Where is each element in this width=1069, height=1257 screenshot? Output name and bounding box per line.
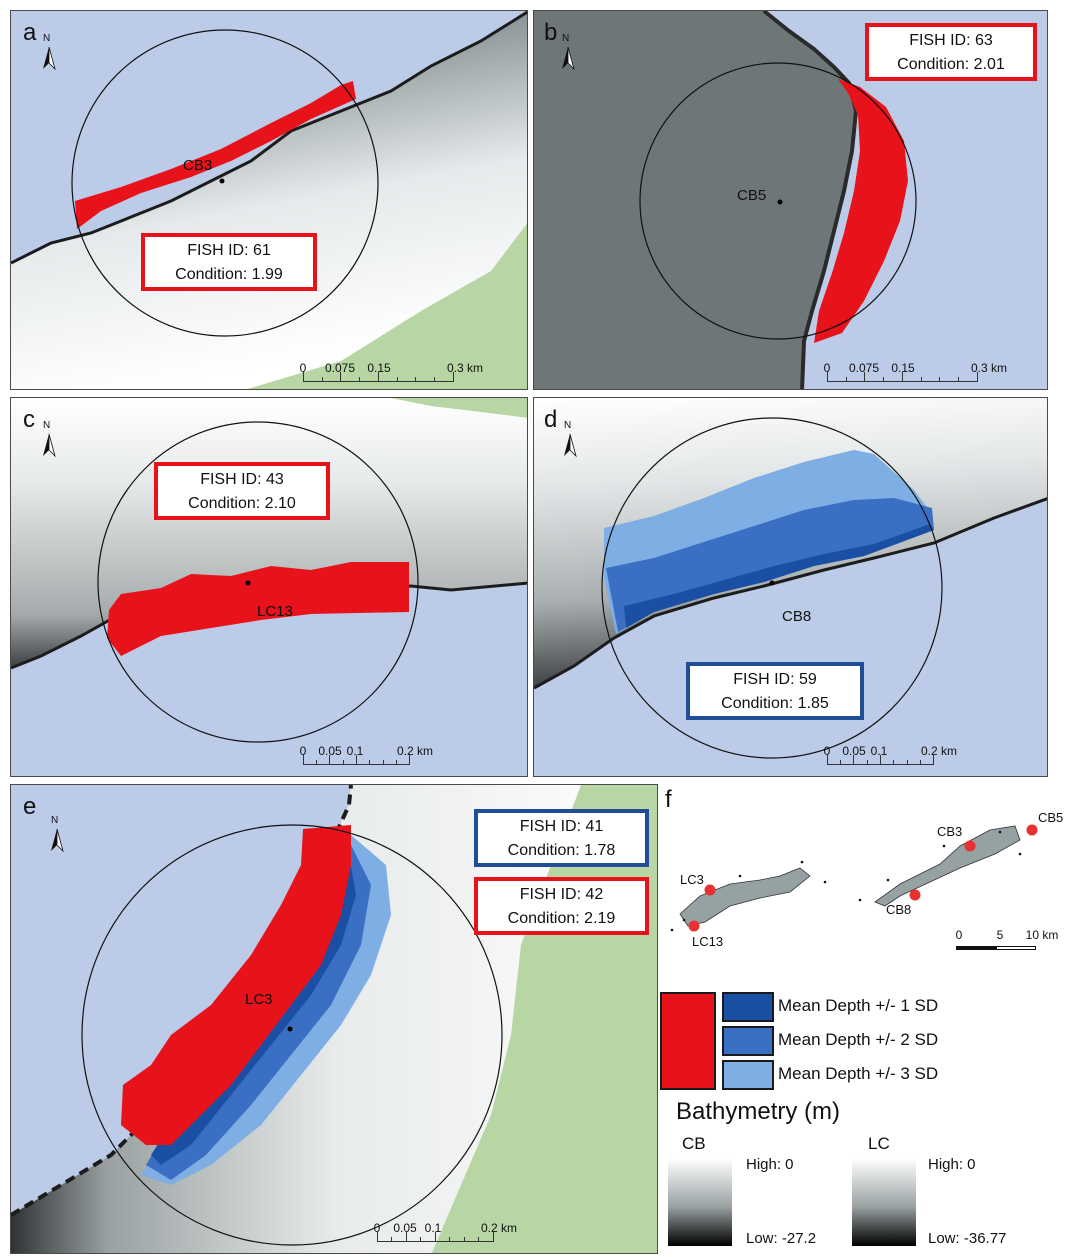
north-arrow-icon: N (47, 815, 67, 855)
fish-info-box: FISH ID: 43 Condition: 2.10 (154, 462, 330, 520)
legend-swatch-1sd (722, 992, 774, 1022)
cb-color-ramp (668, 1158, 732, 1246)
scale-bar: 0 0.075 0.15 0.3 km (824, 361, 1007, 389)
site-marker-lc13 (688, 920, 700, 932)
buffer-circle (71, 29, 379, 337)
depth-1sd (624, 524, 934, 628)
panel-letter: f (665, 786, 672, 813)
north-arrow-icon: N (39, 420, 59, 460)
map-panel-e: e N LC3 FISH ID: 41 Condition: 1.78 FISH … (10, 784, 658, 1254)
map-panel-a: a N CB3 FISH ID: 61 Condition: 1.99 0 0.0… (10, 10, 528, 390)
buffer-circle (639, 62, 917, 340)
site-marker-lc3 (704, 884, 716, 896)
site-label: CB3 (183, 157, 213, 174)
site-label: CB8 (782, 608, 812, 625)
scale-bar: 0 0.075 0.15 0.3 km (300, 361, 483, 389)
fish-info-box: FISH ID: 63 Condition: 2.01 (865, 23, 1037, 81)
lc-ramp-label: LC (868, 1134, 890, 1153)
site-marker-cb3 (964, 840, 976, 852)
cb-low-label: Low: -27.2 (746, 1230, 817, 1247)
bathymetry-raster (534, 11, 856, 389)
scale-bar: 0 0.05 0.1 0.2 km (824, 744, 967, 776)
north-arrow-icon: N (39, 33, 59, 73)
site-label: LC13 (257, 603, 293, 620)
shoreline (11, 11, 527, 265)
habitat-highlight (121, 825, 351, 1145)
fish-info-box-red: FISH ID: 42 Condition: 2.19 (474, 877, 649, 935)
map-canvas-c (11, 398, 527, 776)
shoreline (762, 11, 859, 389)
site-label: LC3 (245, 991, 273, 1008)
legend-label-2sd: Mean Depth +/- 2 SD (778, 1030, 939, 1049)
land (247, 223, 527, 389)
map-canvas-d (534, 398, 1047, 776)
map-panel-c: c N LC13 FISH ID: 43 Condition: 2.10 0 0.… (10, 397, 528, 777)
site-label-cb8: CB8 (886, 902, 912, 917)
site-label: CB5 (737, 187, 767, 204)
legend-label-1sd: Mean Depth +/- 1 SD (778, 996, 939, 1015)
fish-info-box: FISH ID: 61 Condition: 1.99 (141, 233, 317, 291)
scale-bar: 0 0.05 0.1 0.2 km (374, 1221, 527, 1253)
fish-info-box-blue: FISH ID: 41 Condition: 1.78 (474, 809, 649, 867)
lc-color-ramp (852, 1158, 916, 1246)
scale-bar: 0 0.05 0.1 0.2 km (300, 744, 443, 776)
site-label-cb5: CB5 (1038, 810, 1064, 825)
land (391, 398, 527, 418)
panel-letter: a (23, 19, 37, 46)
panel-letter: c (23, 406, 35, 433)
site-point (245, 580, 251, 586)
site-point (287, 1026, 293, 1032)
habitat-highlight (107, 562, 409, 656)
legend-label-3sd: Mean Depth +/- 3 SD (778, 1064, 939, 1083)
shoreline (534, 497, 1047, 690)
site-marker-cb8 (909, 889, 921, 901)
lc-high-label: High: 0 (928, 1156, 976, 1173)
site-label-cb3: CB3 (937, 824, 963, 839)
cb-high-label: High: 0 (746, 1156, 794, 1173)
lake-lc-outline (679, 867, 811, 927)
bathymetry-title: Bathymetry (m) (676, 1098, 841, 1125)
panel-letter: b (544, 19, 558, 46)
buffer-circle (601, 417, 943, 759)
overview-panel-f: f LC3 LC13 CB3 CB5 CB8 0 5 10 km Mean De… (660, 784, 1069, 1254)
lake-cb-outline (874, 825, 1021, 907)
legend-swatch-high-fish (660, 992, 716, 1090)
panel-letter: d (544, 406, 558, 433)
overview-scale-bar: 0 5 10 km (956, 928, 1066, 960)
map-panel-b: b N CB5 FISH ID: 63 Condition: 2.01 0 0.0… (533, 10, 1048, 390)
fish-info-box: FISH ID: 59 Condition: 1.85 (686, 662, 864, 720)
north-arrow-icon: N (558, 33, 578, 73)
site-point (777, 199, 783, 205)
north-arrow-icon: N (560, 420, 580, 460)
buffer-circle (81, 824, 503, 1246)
map-canvas-a (11, 11, 527, 389)
lc-low-label: Low: -36.77 (928, 1230, 1007, 1247)
panel-letter: e (23, 793, 37, 820)
map-panel-d: d N CB8 FISH ID: 59 Condition: 1.85 0 0.0… (533, 397, 1048, 777)
overview-map (670, 824, 1038, 932)
site-point (219, 178, 225, 184)
habitat-highlight (75, 81, 356, 229)
habitat-highlight (814, 79, 908, 343)
site-label-lc3: LC3 (680, 872, 704, 887)
site-marker-cb5 (1026, 824, 1038, 836)
station-dots (670, 830, 1022, 932)
cb-ramp-label: CB (682, 1134, 706, 1153)
site-label-lc13: LC13 (692, 934, 724, 949)
site-point (769, 580, 775, 586)
legend-swatch-2sd (722, 1026, 774, 1056)
legend-swatch-3sd (722, 1060, 774, 1090)
buffer-circle (97, 421, 419, 743)
bathymetry-raster (11, 12, 527, 389)
